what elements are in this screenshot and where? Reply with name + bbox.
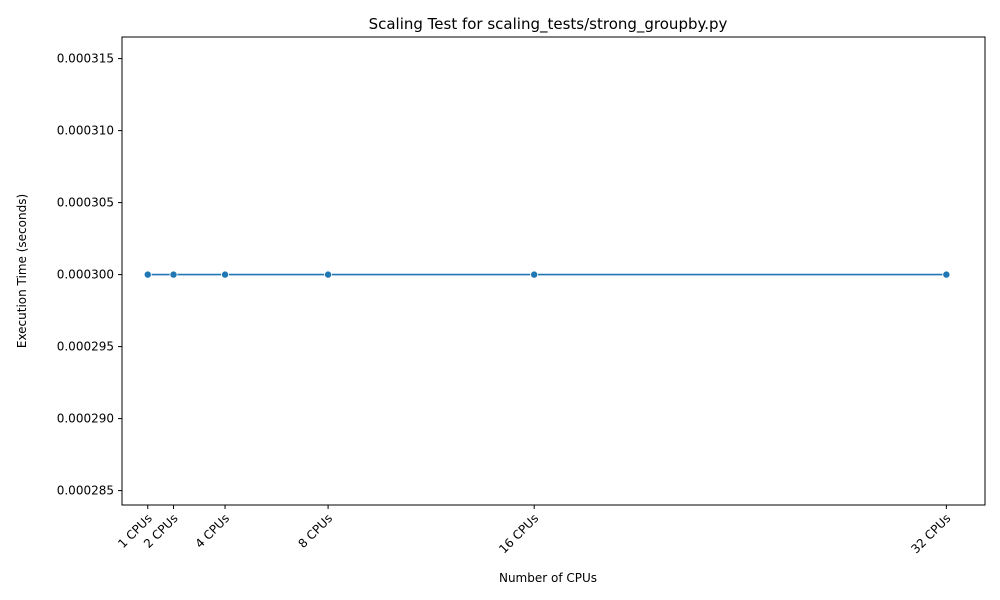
- data-point: [942, 270, 951, 279]
- x-tick-label: 32 CPUs: [908, 511, 953, 556]
- plot-area: [143, 270, 951, 279]
- y-tick-label: 0.000290: [57, 412, 114, 426]
- y-axis-label: Execution Time (seconds): [15, 194, 29, 348]
- y-tick-label: 0.000300: [57, 268, 114, 282]
- x-tick-label: 4 CPUs: [192, 511, 232, 551]
- x-tick-label: 8 CPUs: [296, 511, 336, 551]
- data-point: [143, 270, 152, 279]
- data-point: [530, 270, 539, 279]
- x-tick-label: 16 CPUs: [496, 511, 541, 556]
- y-tick-label: 0.000295: [57, 340, 114, 354]
- data-point: [169, 270, 178, 279]
- x-axis-label: Number of CPUs: [499, 571, 597, 585]
- plot-frame: [121, 36, 986, 506]
- y-tick-label: 0.000285: [57, 484, 114, 498]
- y-tick-label: 0.000310: [57, 124, 114, 138]
- data-point: [221, 270, 230, 279]
- data-point: [324, 270, 333, 279]
- y-tick-label: 0.000315: [57, 52, 114, 66]
- y-tick-label: 0.000305: [57, 196, 114, 210]
- chart-title: Scaling Test for scaling_tests/strong_gr…: [369, 15, 728, 34]
